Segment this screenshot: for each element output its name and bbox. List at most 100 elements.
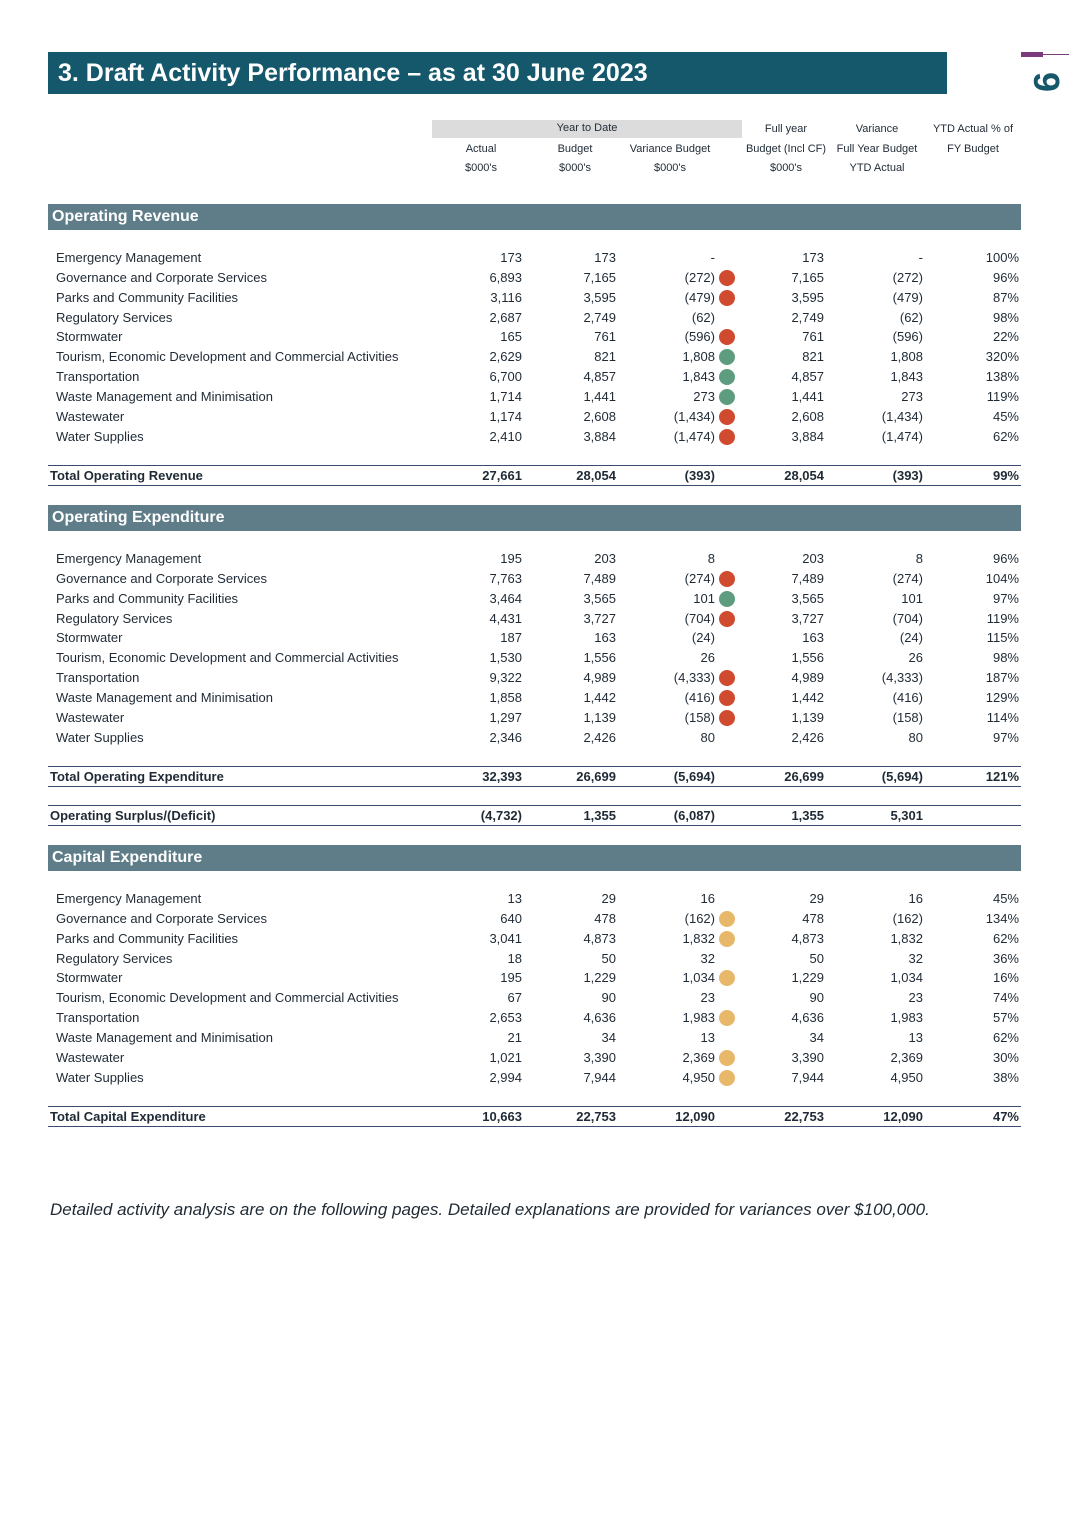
fy-budget-cell: 22,753 — [784, 1109, 824, 1124]
pct-cell: 98% — [992, 310, 1019, 325]
total-row: Total Operating Revenue 27,661 28,054 (393)… — [48, 465, 1021, 486]
actual-cell: 165 — [500, 329, 522, 344]
variance-cell: (596) — [684, 329, 715, 344]
activity-name: Regulatory Services — [56, 310, 173, 325]
page-number-marker — [1021, 52, 1043, 57]
actual-cell: 10,663 — [482, 1109, 522, 1124]
pct-cell: 36% — [992, 951, 1019, 966]
activity-name: Water Supplies — [56, 429, 144, 444]
activity-name: Emergency Management — [56, 250, 202, 265]
status-red-indicator-icon — [719, 710, 735, 726]
pct-cell: 96% — [992, 270, 1019, 285]
budget-cell: 2,749 — [583, 310, 616, 325]
pct-cell: 104% — [985, 571, 1019, 586]
budget-cell: 163 — [594, 630, 616, 645]
fy-variance-cell: (393) — [892, 468, 923, 483]
status-amber-indicator-icon — [719, 1010, 735, 1026]
status-red-indicator-icon — [719, 670, 735, 686]
fy-budget-cell: 3,565 — [791, 591, 824, 606]
actual-cell: 1,714 — [489, 389, 522, 404]
budget-cell: 7,944 — [583, 1070, 616, 1085]
status-amber-indicator-icon — [719, 911, 735, 927]
table-row: Governance and Corporate Services 7,763 7,… — [48, 569, 1021, 589]
activity-name: Regulatory Services — [56, 951, 173, 966]
table-row: Governance and Corporate Services 640 478 (… — [48, 909, 1021, 929]
budget-cell: 173 — [594, 250, 616, 265]
fy-budget-cell: 478 — [802, 911, 824, 926]
activity-name: Tourism, Economic Development and Commer… — [56, 650, 399, 665]
activity-name: Governance and Corporate Services — [56, 911, 268, 926]
activity-name: Transportation — [56, 1010, 140, 1025]
fy-budget-cell: 3,884 — [791, 429, 824, 444]
activity-name: Waste Management and Minimisation — [56, 690, 274, 705]
table-row: Tourism, Economic Development and Commer… — [48, 988, 1021, 1008]
footnote: Detailed activity analysis are on the fo… — [50, 1200, 930, 1219]
budget-cell: 3,565 — [583, 591, 616, 606]
fy-budget-cell: 2,608 — [791, 409, 824, 424]
actual-cell: 1,021 — [489, 1050, 522, 1065]
status-red-indicator-icon — [719, 611, 735, 627]
variance-cell: 13 — [700, 1030, 715, 1045]
pct-cell: 129% — [985, 690, 1019, 705]
header-actual-unit: $000's — [464, 162, 498, 174]
variance-cell: (6,087) — [673, 808, 715, 823]
variance-cell: (4,333) — [673, 670, 715, 685]
actual-cell: 2,653 — [489, 1010, 522, 1025]
activity-name: Parks and Community Facilities — [56, 591, 239, 606]
fy-variance-cell: (162) — [892, 911, 923, 926]
pct-cell: 62% — [992, 1030, 1019, 1045]
variance-cell: 8 — [707, 551, 715, 566]
fy-budget-cell: 90 — [809, 990, 824, 1005]
actual-cell: 640 — [500, 911, 522, 926]
activity-name: Waste Management and Minimisation — [56, 389, 274, 404]
table-row: Transportation 2,653 4,636 1,983 4,636 1,983 5… — [48, 1008, 1021, 1028]
variance-cell: 101 — [693, 591, 715, 606]
table-row: Stormwater 165 761 (596) 761 (596) 22% — [48, 327, 1021, 347]
budget-cell: 3,727 — [583, 611, 616, 626]
budget-cell: 3,390 — [583, 1050, 616, 1065]
fy-variance-cell: (1,434) — [881, 409, 923, 424]
section-operating-expenditure: Operating Expenditure — [48, 505, 1021, 531]
table-row: Waste Management and Minimisation 1,858 1,… — [48, 688, 1021, 708]
variance-cell: 1,983 — [682, 1010, 715, 1025]
table-row: Regulatory Services 4,431 3,727 (704) 3,727 (… — [48, 609, 1021, 629]
actual-cell: 3,041 — [489, 931, 522, 946]
fy-budget-cell: 28,054 — [784, 468, 824, 483]
budget-cell: 1,556 — [583, 650, 616, 665]
pct-cell: 121% — [985, 769, 1019, 784]
header-variance-budget: Variance Budget — [629, 143, 711, 155]
variance-cell: 4,950 — [682, 1070, 715, 1085]
variance-cell: 1,843 — [682, 369, 715, 384]
activity-name: Parks and Community Facilities — [56, 290, 239, 305]
fy-variance-cell: 26 — [908, 650, 923, 665]
fy-budget-cell: 7,165 — [791, 270, 824, 285]
fy-budget-cell: 1,441 — [791, 389, 824, 404]
pct-cell: 38% — [992, 1070, 1019, 1085]
activity-name: Waste Management and Minimisation — [56, 1030, 274, 1045]
actual-cell: 173 — [500, 250, 522, 265]
activity-name: Wastewater — [56, 409, 125, 424]
pct-cell: 62% — [992, 429, 1019, 444]
budget-cell: 90 — [601, 990, 616, 1005]
pct-cell: 115% — [986, 630, 1019, 645]
variance-cell: 1,808 — [682, 349, 715, 364]
actual-cell: 1,297 — [489, 710, 522, 725]
fy-budget-cell: 4,989 — [791, 670, 824, 685]
actual-cell: 27,661 — [482, 468, 522, 483]
budget-cell: 7,165 — [583, 270, 616, 285]
fy-budget-cell: 173 — [802, 250, 824, 265]
pct-cell: 45% — [992, 409, 1019, 424]
pct-cell: 114% — [986, 710, 1019, 725]
fy-variance-cell: 1,983 — [890, 1010, 923, 1025]
actual-cell: 2,410 — [489, 429, 522, 444]
pct-cell: 62% — [992, 931, 1019, 946]
fy-budget-cell: 3,595 — [791, 290, 824, 305]
fy-budget-cell: 4,857 — [791, 369, 824, 384]
table-row: Stormwater 195 1,229 1,034 1,229 1,034 16% — [48, 968, 1021, 988]
budget-cell: 3,884 — [583, 429, 616, 444]
activity-name: Transportation — [56, 670, 140, 685]
header-variance-fy: Full Year Budget — [836, 143, 918, 155]
activity-name: Regulatory Services — [56, 611, 173, 626]
activity-name: Tourism, Economic Development and Commer… — [56, 349, 399, 364]
table-row: Wastewater 1,297 1,139 (158) 1,139 (158) 114% — [48, 708, 1021, 728]
